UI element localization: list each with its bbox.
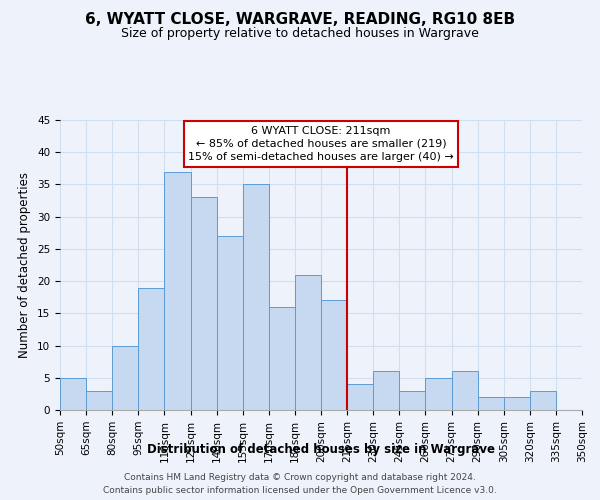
Bar (86, 390, 112, 410)
Text: Contains HM Land Registry data © Crown copyright and database right 2024.: Contains HM Land Registry data © Crown c… (124, 472, 476, 482)
Text: 6, WYATT CLOSE, WARGRAVE, READING, RG10 8EB: 6, WYATT CLOSE, WARGRAVE, READING, RG10 … (85, 12, 515, 28)
Bar (112, 346, 139, 410)
Bar (269, 307, 295, 410)
Text: 6 WYATT CLOSE: 211sqm
← 85% of detached houses are smaller (219)
15% of semi-det: 6 WYATT CLOSE: 211sqm ← 85% of detached … (188, 126, 454, 162)
Text: Distribution of detached houses by size in Wargrave: Distribution of detached houses by size … (147, 442, 495, 456)
Bar (217, 236, 243, 410)
Bar (191, 198, 217, 410)
Bar (164, 172, 191, 410)
Bar (478, 397, 504, 410)
Y-axis label: Number of detached properties: Number of detached properties (19, 172, 31, 358)
Text: Size of property relative to detached houses in Wargrave: Size of property relative to detached ho… (121, 28, 479, 40)
Bar (60, 378, 86, 410)
Bar (504, 397, 530, 410)
Bar (347, 384, 373, 410)
Bar (425, 378, 452, 410)
Text: Contains public sector information licensed under the Open Government Licence v3: Contains public sector information licen… (103, 486, 497, 495)
Bar (139, 288, 164, 410)
Bar (321, 300, 347, 410)
Bar (295, 274, 321, 410)
Bar (243, 184, 269, 410)
Bar (452, 372, 478, 410)
Bar (530, 390, 556, 410)
Bar (400, 390, 425, 410)
Bar (373, 372, 400, 410)
